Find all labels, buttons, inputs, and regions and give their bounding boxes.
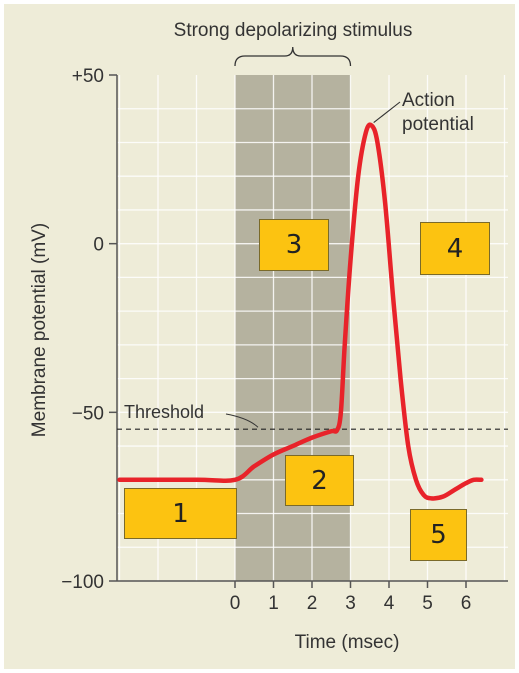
label-box-3: 3 [259,219,329,271]
x-tick-label: 2 [307,593,318,614]
y-tick-label: −50 [72,403,104,424]
label-box-2: 2 [285,455,354,506]
x-tick-label: 4 [384,593,395,614]
peak-leader-line [373,101,401,124]
chart-title: Strong depolarizing stimulus [174,20,413,41]
x-tick-label: 0 [230,593,241,614]
x-tick-label: 6 [461,593,472,614]
y-tick-label: −100 [61,572,104,593]
x-axis-label: Time (msec) [295,632,400,653]
peak-label-line: Action [402,90,455,111]
label-box-4: 4 [420,222,490,275]
membrane-potential-curve [117,122,484,501]
label-box-5: 5 [410,509,467,561]
threshold-leader-line [225,413,259,428]
x-tick-label: 1 [268,593,279,614]
stimulus-brace [234,46,352,67]
y-tick-label: 0 [93,235,104,256]
peak-label-line: potential [402,114,474,135]
label-box-1: 1 [124,488,237,539]
y-tick-label: +50 [72,66,104,87]
x-tick-label: 5 [422,593,433,614]
threshold-label: Threshold [124,402,204,422]
y-axis-label: Membrane potential (mV) [29,223,50,437]
peak-label: Action potential [402,90,474,135]
x-tick-label: 3 [345,593,356,614]
